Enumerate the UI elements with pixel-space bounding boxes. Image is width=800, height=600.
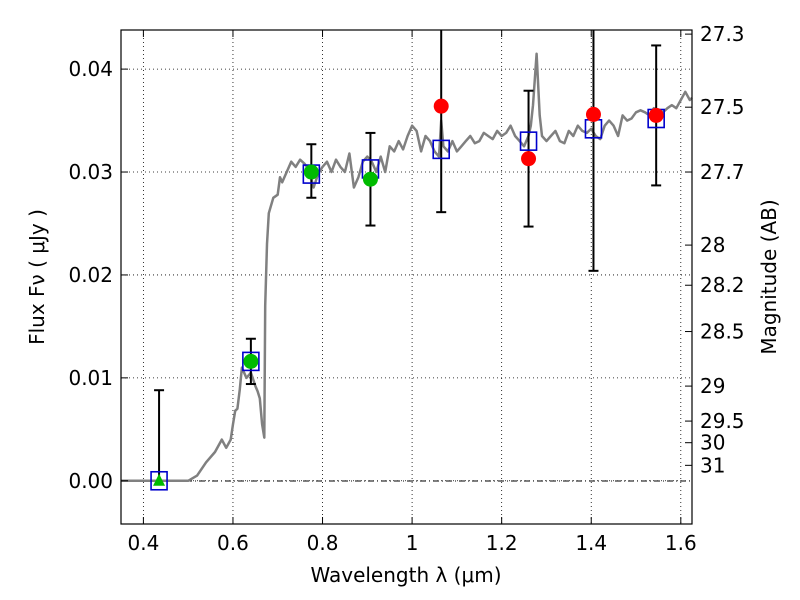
y2-tick-label: 29.5	[700, 409, 745, 433]
x-tick-label: 1.4	[575, 531, 607, 555]
x-tick-label: 0.6	[217, 531, 249, 555]
y2-tick-label: 27.7	[700, 160, 745, 184]
y2-tick-label: 27.5	[700, 95, 745, 119]
x-tick-label: 0.4	[127, 531, 159, 555]
y2-axis-label: Magnitude (AB)	[757, 199, 781, 354]
observed-flux-point	[433, 98, 449, 114]
observed-flux-point	[303, 164, 319, 180]
x-tick-label: 0.8	[307, 531, 339, 555]
y-ticks: 0.00 0.01 0.02 0.03 0.04	[68, 57, 128, 493]
observed-flux-point	[243, 353, 259, 369]
y2-tick-label: 28.5	[700, 320, 745, 344]
y-tick-label: 0.04	[68, 57, 113, 81]
observed-flux-point	[585, 106, 601, 122]
x-axis-label: Wavelength λ (μm)	[310, 563, 501, 587]
observed-flux-point	[362, 171, 378, 187]
y2-tick-label: 27.3	[700, 22, 745, 46]
model-spectrum-line	[121, 52, 693, 483]
y2-tick-label: 28.2	[700, 273, 745, 297]
y-tick-label: 0.02	[68, 263, 113, 287]
y2-tick-label: 29	[700, 374, 725, 398]
y2-tick-label: 28	[700, 233, 725, 257]
model-photometry-square	[519, 131, 538, 151]
model-photometry-square	[242, 351, 260, 372]
model-photometry-square	[432, 139, 451, 160]
y-tick-label: 0.03	[68, 160, 113, 184]
error-bars	[154, 30, 662, 481]
y-tick-label: 0.00	[68, 469, 113, 493]
y-axis-label: Flux Fν ( μJy )	[25, 209, 49, 345]
model-photometry-squares	[150, 108, 665, 491]
observed-upper-limit-marker	[153, 473, 166, 486]
y2-tick-label: 30	[700, 431, 725, 455]
x-tick-label: 1	[406, 531, 419, 555]
x-ticks: 0.4 0.6 0.8 1 1.2 1.4 1.6	[127, 30, 697, 555]
observed-points	[153, 98, 664, 486]
grid	[121, 30, 692, 524]
plot-frame	[120, 29, 693, 525]
observed-flux-point	[521, 151, 537, 167]
y-tick-label: 0.01	[68, 366, 113, 390]
x-tick-label: 1.6	[665, 531, 697, 555]
x-tick-label: 1.2	[486, 531, 518, 555]
y2-tick-label: 31	[700, 453, 725, 477]
model-photometry-square	[150, 470, 168, 491]
observed-flux-point	[648, 107, 664, 123]
